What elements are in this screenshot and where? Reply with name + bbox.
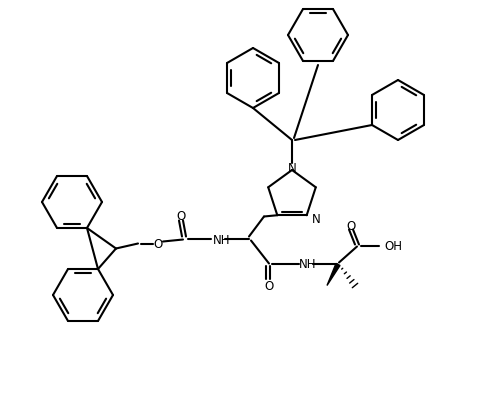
- Text: O: O: [176, 211, 186, 224]
- Text: O: O: [154, 238, 162, 252]
- Text: NH: NH: [213, 234, 230, 246]
- Text: N: N: [288, 162, 296, 175]
- Text: N: N: [312, 213, 320, 226]
- Text: O: O: [346, 220, 356, 232]
- Polygon shape: [327, 263, 340, 285]
- Text: O: O: [264, 279, 274, 293]
- Text: NH: NH: [299, 258, 316, 271]
- Text: OH: OH: [384, 240, 402, 254]
